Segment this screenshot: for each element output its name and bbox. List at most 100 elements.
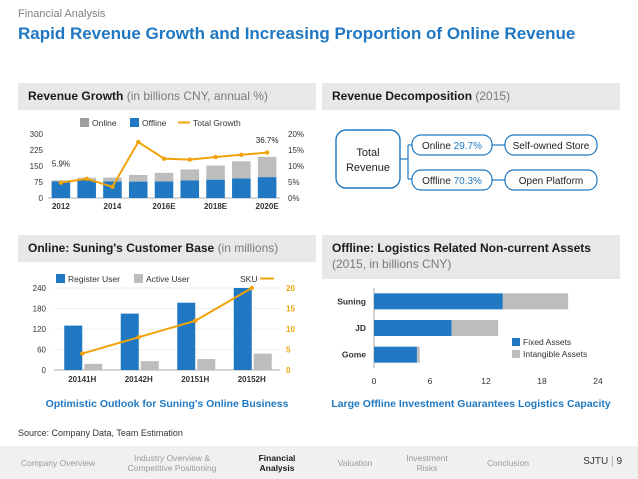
revenue-growth-chart: Online Offline Total Growth 0 75 150 225 300 0% 5… — [30, 118, 304, 211]
y2-tick-label: 0 — [286, 366, 291, 375]
legend-intangible-label: Intangible Assets — [523, 349, 587, 359]
revenue-growth-subtitle: (in billions CNY, annual %) — [126, 89, 268, 103]
bar-offline — [180, 180, 200, 198]
y2-tick-label: 15 — [286, 305, 295, 314]
sku-point — [136, 335, 141, 340]
x-tick-label: 2020E — [256, 202, 280, 211]
x-tick-label: 20152H — [238, 375, 266, 384]
bar-register-user — [177, 302, 196, 370]
legend-growth-label: Total Growth — [193, 118, 241, 128]
bar-fixed-assets — [374, 320, 452, 336]
growth-point — [110, 184, 115, 189]
legend-fixed-label: Fixed Assets — [523, 337, 571, 347]
x-tick-label: 20141H — [68, 375, 96, 384]
section-kicker: Financial Analysis — [18, 8, 106, 20]
legend-fixed-swatch — [512, 338, 520, 346]
y2-tick-label: 20 — [286, 284, 295, 293]
bar-offline — [128, 181, 148, 198]
y2-tick-label: 20% — [288, 130, 304, 139]
legend-online-label: Online — [92, 118, 117, 128]
bar-intangible-assets — [502, 293, 569, 310]
y2-tick-label: 10% — [288, 162, 304, 171]
y-tick-label: 60 — [37, 346, 46, 355]
bar-online — [180, 169, 200, 181]
self-owned-store-box — [504, 134, 598, 156]
revenue-growth-header: Revenue Growth (in billions CNY, annual … — [18, 83, 316, 110]
legend-active-swatch — [134, 274, 143, 283]
growth-annotation: 5.9% — [52, 159, 70, 168]
y-tick-label: 300 — [30, 130, 44, 139]
bar-online — [128, 174, 148, 182]
y-tick-label: 0 — [39, 194, 44, 203]
customer-base-header: Online: Suning's Customer Base (in milli… — [18, 235, 316, 262]
growth-annotation: 36.7% — [256, 136, 279, 145]
self-owned-store-label: Self-owned Store — [513, 141, 590, 152]
growth-point — [264, 150, 270, 155]
bar-fixed-assets — [374, 293, 503, 310]
nav-financial-analysis[interactable]: Financial Analysis — [258, 452, 296, 473]
logistics-caption: Large Offline Investment Guarantees Logi… — [331, 398, 611, 410]
growth-point — [58, 180, 64, 185]
sku-point — [80, 351, 85, 356]
x-tick-label: 18 — [537, 376, 547, 386]
logistics-chart: 0 6 12 18 24 Suning JD Gome Fixed Assets Intangib… — [337, 288, 603, 386]
total-revenue-box — [335, 129, 401, 189]
bar-intangible-assets — [416, 346, 420, 363]
y-tick-label: 120 — [33, 325, 47, 334]
bar-intangible-assets — [451, 320, 499, 336]
nav-company-overview[interactable]: Company Overview — [20, 457, 96, 468]
legend-offline-label: Offline — [142, 118, 167, 128]
revenue-decomposition-header: Revenue Decomposition (2015) — [322, 83, 620, 110]
nav-valuation[interactable]: Valuation — [337, 457, 373, 468]
y2-tick-label: 5% — [288, 178, 300, 187]
y-tick-label: 75 — [34, 178, 43, 187]
total-revenue-label-2: Revenue — [346, 162, 390, 174]
legend-offline-swatch — [130, 118, 139, 127]
legend-register-label: Register User — [68, 274, 120, 284]
bar-fixed-assets — [374, 346, 417, 363]
bar-register-user — [233, 288, 252, 370]
bar-online — [154, 172, 174, 182]
bar-online — [257, 156, 277, 178]
logistics-title: Offline: Logistics Related Non-current A… — [332, 241, 591, 255]
nav-industry-overview[interactable]: Industry Overview & Competitive Position… — [127, 452, 217, 473]
y2-tick-label: 0% — [288, 194, 300, 203]
x-tick-label: 20142H — [125, 375, 153, 384]
sku-point — [249, 285, 254, 291]
y-category-label: Gome — [342, 350, 366, 360]
y-tick-label: 240 — [33, 284, 47, 293]
growth-point — [84, 176, 89, 181]
page-title: Rapid Revenue Growth and Increasing Prop… — [18, 24, 576, 43]
growth-point — [213, 154, 218, 160]
customer-base-title: Online: Suning's Customer Base — [28, 241, 215, 255]
nav-investment-risks[interactable]: Investment Risks — [406, 452, 448, 473]
offline-label: Offline 70.3% — [422, 176, 482, 187]
source-note: Source: Company Data, Team Estimation — [18, 428, 183, 438]
growth-point — [161, 156, 167, 161]
y-tick-label: 180 — [33, 305, 47, 314]
revenue-decomposition-diagram: Total Revenue Online 29.7% Offline 70.3%… — [335, 129, 598, 191]
bar-offline — [257, 177, 277, 198]
y-tick-label: 0 — [42, 366, 47, 375]
bar-active-user — [84, 363, 103, 370]
open-platform-box — [504, 169, 598, 191]
sku-line — [81, 287, 253, 355]
legend-sku-label: SKU — [240, 274, 257, 284]
bar-offline — [232, 178, 251, 198]
customer-base-caption: Optimistic Outlook for Suning's Online B… — [45, 398, 289, 410]
x-tick-label: 6 — [428, 376, 433, 386]
nav-conclusion[interactable]: Conclusion — [486, 457, 530, 468]
bar-online — [206, 165, 225, 180]
y-tick-label: 150 — [30, 162, 44, 171]
bar-active-user — [197, 359, 216, 370]
footer-nav: Company Overview Industry Overview & Com… — [0, 446, 638, 479]
sku-point — [193, 318, 198, 323]
x-tick-label: 12 — [481, 376, 491, 386]
x-tick-label: 20151H — [181, 375, 209, 384]
bar-active-user — [140, 361, 159, 370]
total-revenue-label-1: Total — [356, 147, 379, 159]
x-tick-label: 2014 — [104, 202, 122, 211]
y2-tick-label: 15% — [288, 146, 304, 155]
revenue-decomposition-subtitle: (2015) — [475, 89, 511, 103]
y2-tick-label: 10 — [286, 325, 295, 334]
